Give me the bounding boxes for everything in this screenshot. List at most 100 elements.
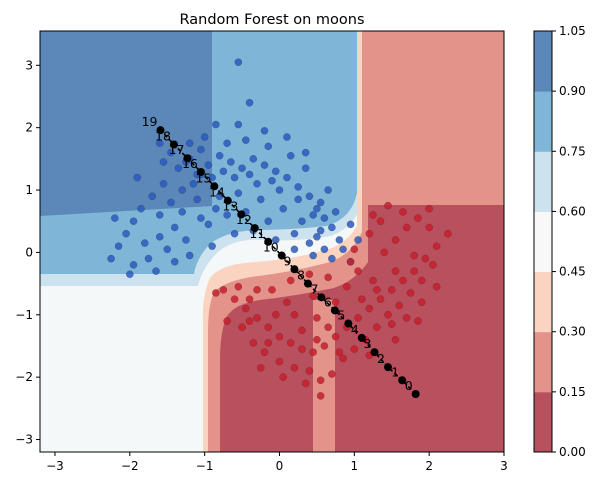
red-point [376,295,385,304]
y-axis: −3 −2 −1 0 1 2 3 [15,58,40,447]
red-point [313,335,321,344]
y-tick-label: 0 [25,245,33,259]
trajectory-point-label: 1 [391,364,399,379]
red-point [245,295,254,304]
blue-point [197,214,205,222]
colorbar-tick-label: 0.45 [559,265,586,279]
trajectory-point [384,363,392,372]
red-point [391,236,400,244]
trajectory-point [183,154,192,163]
red-point [324,273,332,282]
blue-point [230,229,239,238]
blue-point [133,173,142,182]
red-point [444,229,452,238]
trajectory-point [357,333,366,342]
blue-point [294,195,303,204]
red-point [365,304,374,313]
blue-point [163,245,172,254]
blue-point [320,245,329,254]
blue-point [245,98,254,107]
trajectory-point [210,182,219,191]
blue-point [309,211,318,219]
blue-point [268,176,276,185]
blue-point [290,229,299,238]
blue-point [260,126,269,135]
red-point [402,223,411,232]
blue-point [185,139,194,148]
blue-point [234,189,243,198]
red-point [290,363,299,372]
blue-point [185,251,194,260]
trajectory-point [237,210,246,219]
red-point [410,267,419,275]
blue-point [107,254,115,263]
red-point [425,223,434,232]
red-point [256,363,265,372]
blue-point [148,192,157,201]
colorbar-band [534,271,552,333]
trajectory-point [411,389,420,398]
y-tick-label: −3 [15,433,33,447]
x-axis: −3 −2 −1 0 1 2 3 [46,452,508,473]
red-point [425,204,434,213]
red-point [331,298,340,307]
red-point [309,348,318,357]
red-point [275,332,284,341]
red-point [286,339,295,347]
blue-point [159,179,168,188]
blue-point [167,148,175,157]
blue-point [178,208,187,216]
colorbar-tick-label: 0.90 [559,84,586,98]
blue-point [339,245,347,254]
blue-point [208,242,216,251]
red-point [354,314,362,322]
trajectory-point [250,224,259,233]
blue-point [223,211,231,219]
blue-point [137,204,145,213]
blue-point [212,120,220,129]
colorbar-band [534,331,552,393]
trajectory-point [398,376,407,385]
red-point [212,289,220,297]
trajectory-point [370,348,379,357]
blue-point [249,155,258,163]
x-tick-label: 2 [425,459,433,473]
x-tick-label: −1 [196,459,214,473]
red-point [432,282,441,291]
trajectory-point-label: 3 [364,336,372,351]
red-point [339,354,347,363]
red-point [410,251,419,260]
red-point [331,332,340,341]
blue-point [223,139,231,148]
red-point [342,282,351,291]
blue-point [114,242,123,251]
blue-point [226,158,235,166]
blue-point [125,270,134,279]
red-point [399,276,407,285]
blue-point [313,232,321,241]
red-point [350,245,359,254]
red-point [230,295,239,304]
red-point [384,310,392,319]
blue-point [271,167,280,176]
blue-point [178,186,187,194]
blue-point [129,217,138,226]
colorbar-tick-label: 1.05 [559,24,586,38]
blue-point [324,186,332,194]
trajectory-point-label: 5 [337,308,345,323]
red-point [350,345,359,353]
scatter-points [107,58,452,400]
blue-point [290,245,299,254]
red-point [316,376,325,385]
red-point [324,323,332,332]
blue-point [200,133,209,141]
red-point [279,373,288,382]
red-point [372,323,381,332]
red-point [260,348,269,357]
blue-point [316,198,325,207]
blue-point [354,236,362,244]
red-point [376,217,385,226]
colorbar-band [534,31,552,92]
y-tick-label: 1 [25,183,33,197]
